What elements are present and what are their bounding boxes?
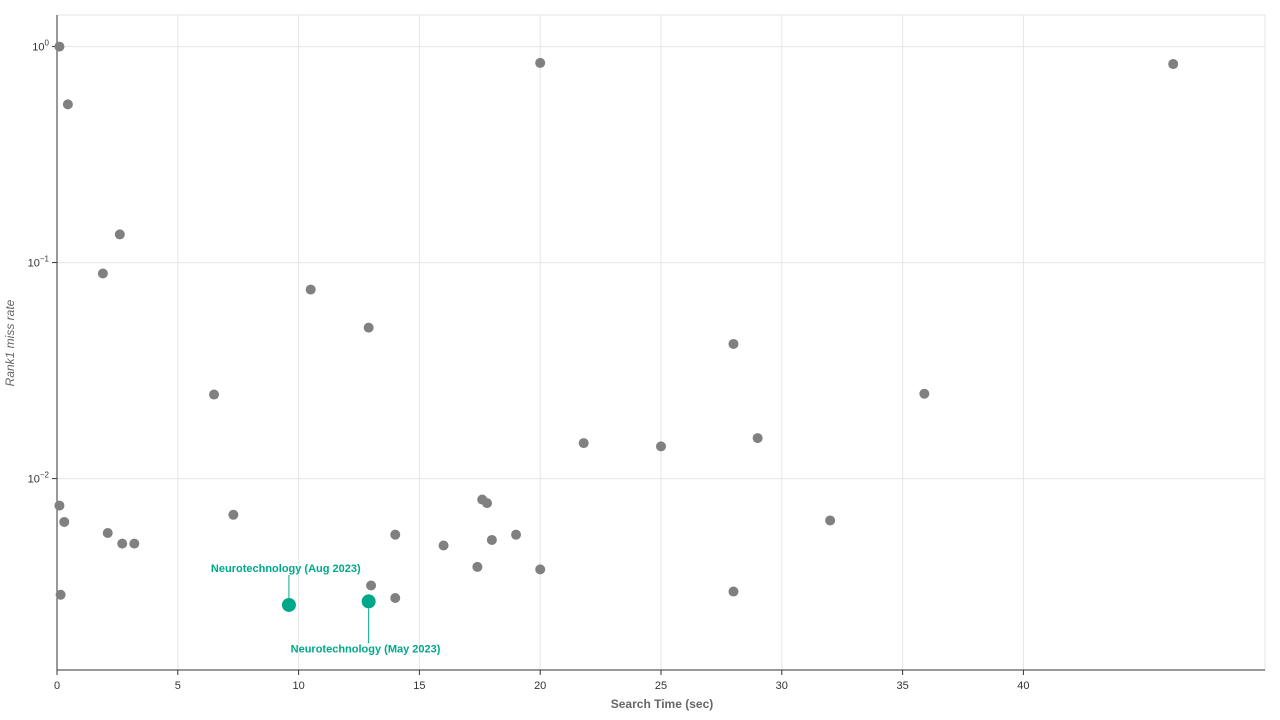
data-point: [511, 529, 522, 540]
data-point: [209, 389, 220, 400]
x-tick-label: 0: [54, 680, 60, 692]
highlight-label: Neurotechnology (May 2023): [291, 643, 441, 655]
data-point: [578, 438, 589, 449]
y-tick-label: 100: [32, 39, 49, 54]
data-point: [438, 540, 449, 551]
highlight-layer: Neurotechnology (Aug 2023) Neurotechnolog…: [211, 563, 441, 655]
data-point: [305, 284, 316, 295]
y-axis-title: Rank1 miss rate: [3, 299, 17, 386]
data-point: [728, 586, 739, 597]
x-tick-label: 35: [896, 680, 908, 692]
data-point: [54, 41, 65, 52]
data-point: [228, 509, 239, 520]
data-point: [535, 57, 546, 68]
x-tick-label: 30: [776, 680, 788, 692]
y-tick-base: 10: [32, 42, 44, 54]
data-point: [535, 564, 546, 575]
data-point: [54, 500, 65, 511]
y-tick-exponent: −1: [40, 255, 50, 264]
data-point: [97, 268, 108, 279]
data-point: [129, 538, 140, 549]
data-point: [59, 516, 70, 527]
data-point: [117, 538, 128, 549]
y-tick-label: 10−1: [28, 255, 50, 270]
data-point: [363, 322, 374, 333]
data-point: [55, 589, 66, 600]
data-point: [102, 527, 113, 538]
data-point: [1168, 59, 1179, 70]
x-tick-label: 25: [655, 680, 667, 692]
points-layer: [54, 41, 1179, 604]
grid-layer: [56, 14, 1266, 670]
y-tick-exponent: −2: [40, 471, 50, 480]
data-point: [62, 99, 73, 110]
highlight-label: Neurotechnology (Aug 2023): [211, 563, 361, 575]
data-point: [752, 433, 763, 444]
data-point: [472, 561, 483, 572]
y-tick-label: 10−2: [28, 471, 50, 486]
x-axis-title: Search Time (sec): [611, 697, 714, 711]
data-point: [486, 534, 497, 545]
x-tick-label: 20: [534, 680, 546, 692]
highlight-point: [361, 594, 376, 609]
data-point: [482, 498, 493, 509]
data-point: [825, 515, 836, 526]
y-tick-base: 10: [28, 474, 40, 486]
data-point: [114, 229, 125, 240]
data-point: [656, 441, 666, 452]
x-tick-label: 40: [1017, 680, 1029, 692]
x-tick-label: 10: [292, 680, 304, 692]
data-point: [728, 338, 739, 349]
x-tick-label: 15: [413, 680, 425, 692]
data-point: [390, 529, 401, 540]
y-tick-base: 10: [28, 258, 40, 270]
x-tick-label: 5: [175, 680, 181, 692]
data-point: [390, 593, 401, 604]
y-tick-exponent: 0: [45, 39, 50, 48]
highlight-point: [281, 597, 296, 612]
data-point: [919, 388, 930, 399]
data-point: [366, 580, 377, 591]
